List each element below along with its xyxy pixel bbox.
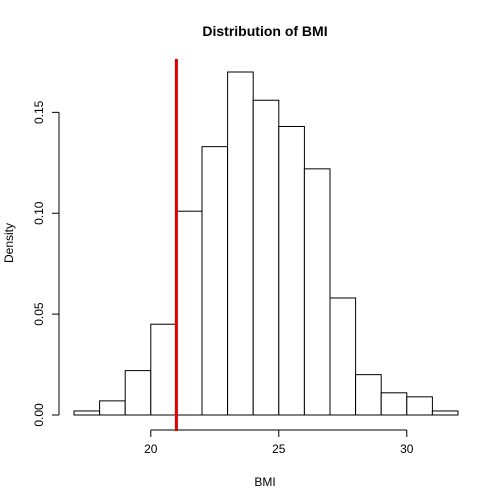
chart-title: Distribution of BMI (202, 23, 327, 39)
histogram-bars (73, 71, 459, 416)
histogram-bar (329, 297, 357, 416)
histogram-bar (227, 71, 254, 416)
x-axis: 20 25 30 (144, 429, 414, 456)
histogram-bar (99, 400, 126, 416)
histogram-bar (150, 323, 177, 416)
y-axis: 0.00 0.05 0.10 0.15 (32, 100, 60, 427)
y-tick-label: 0.05 (32, 302, 46, 326)
histogram-bar (380, 392, 408, 416)
histogram-bar (431, 410, 459, 416)
histogram-bar (124, 370, 152, 416)
x-tick-label: 20 (144, 442, 158, 456)
histogram-bar (201, 146, 229, 416)
x-tick-label: 25 (272, 442, 286, 456)
histogram-bar (406, 396, 433, 416)
x-tick-label: 30 (400, 442, 414, 456)
y-axis-label: Density (2, 223, 16, 263)
y-tick-label: 0.15 (32, 100, 46, 124)
histogram-bar (355, 374, 382, 416)
y-tick-label: 0.00 (32, 403, 46, 427)
histogram-bar (252, 99, 280, 416)
histogram-bar (278, 125, 305, 416)
histogram-bar (303, 168, 331, 416)
x-axis-label: BMI (254, 475, 275, 489)
histogram-bar (73, 410, 101, 416)
histogram-bar (175, 210, 203, 416)
y-tick-label: 0.10 (32, 201, 46, 225)
